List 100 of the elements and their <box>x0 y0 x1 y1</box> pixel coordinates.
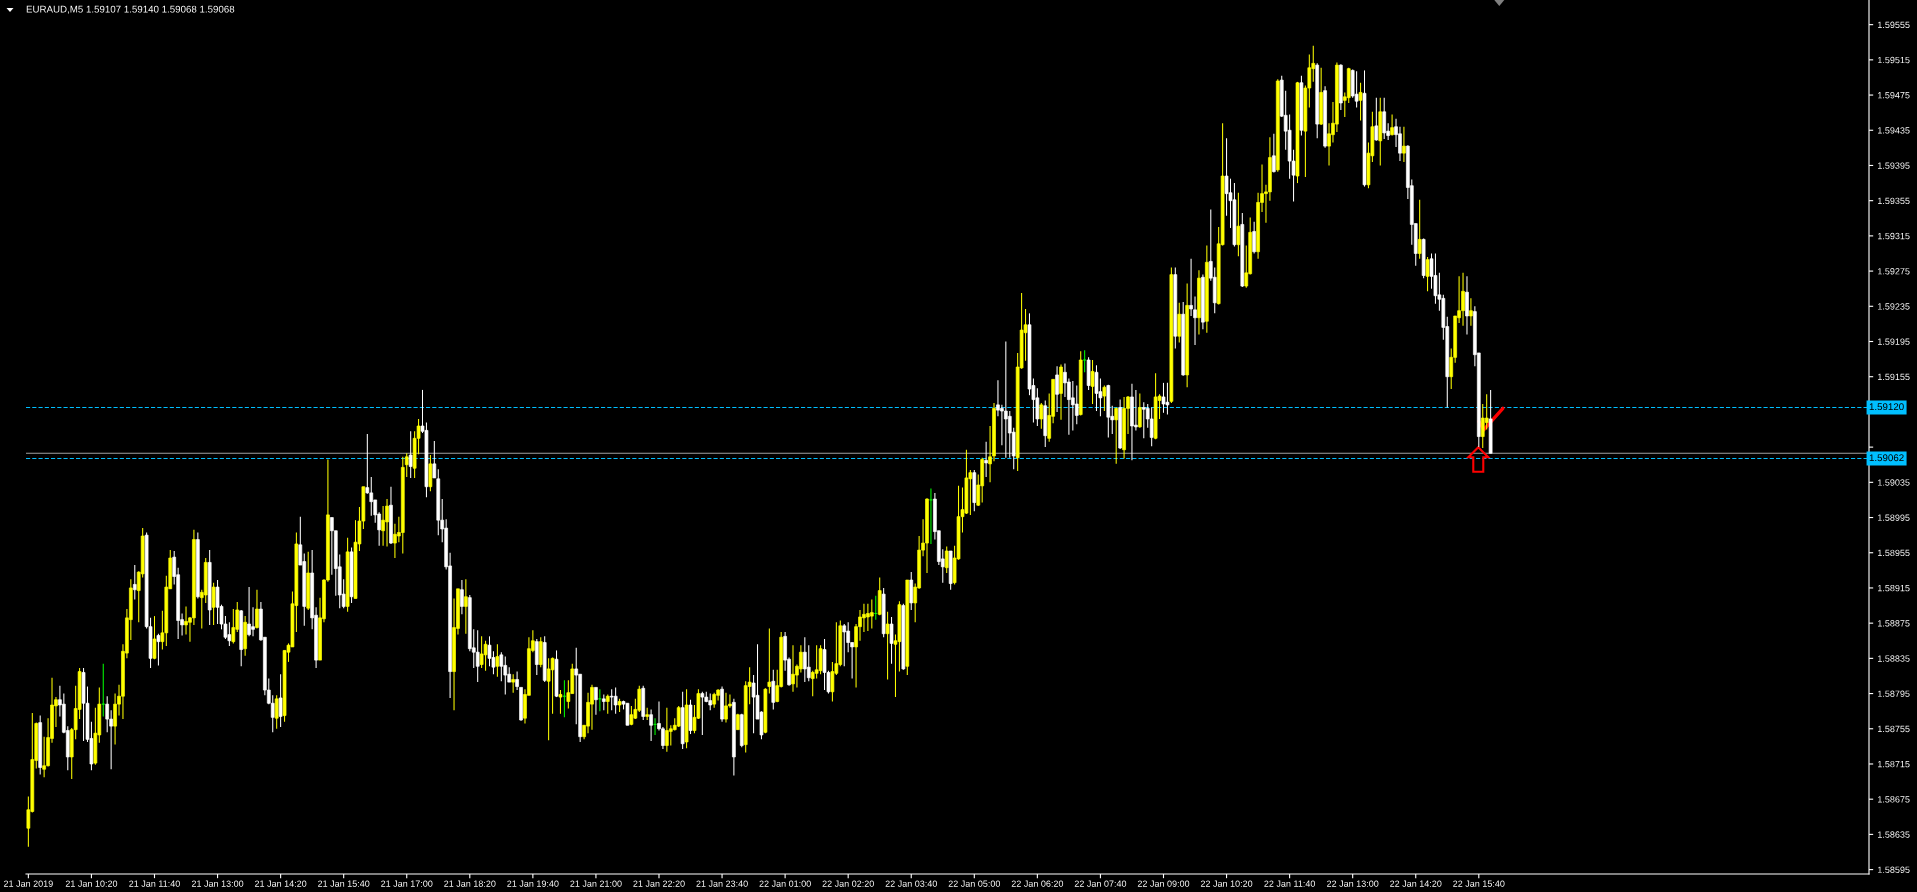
y-tick-label: 1.59555 <box>1878 21 1910 28</box>
candlestick <box>211 582 216 626</box>
x-tick-label: 22 Jan 09:00 <box>1137 880 1190 887</box>
y-tick-label: 1.58795 <box>1878 690 1910 697</box>
candlestick <box>231 608 236 644</box>
candlestick <box>984 441 988 478</box>
y-tick-label: 1.59035 <box>1878 479 1910 486</box>
candlestick <box>889 616 894 665</box>
x-tick-label: 22 Jan 15:40 <box>1453 880 1505 887</box>
candlestick <box>1039 402 1044 430</box>
candlestick <box>511 673 515 694</box>
candlestick <box>1461 272 1465 327</box>
candlestick <box>369 476 374 517</box>
candlestick <box>247 586 251 637</box>
candlestick <box>791 644 795 693</box>
candlestick <box>590 684 594 731</box>
candlestick <box>156 633 161 666</box>
candlestick <box>842 623 847 667</box>
ref-line-label: 1.59062 <box>1869 454 1904 462</box>
candlestick <box>613 686 618 715</box>
y-tick-label: 1.59475 <box>1878 92 1910 99</box>
y-tick-label: 1.58835 <box>1878 655 1910 662</box>
candlestick <box>1102 384 1107 412</box>
candlestick <box>1272 133 1276 174</box>
x-tick-label: 21 Jan 13:00 <box>191 880 244 887</box>
x-tick-label: 21 Jan 10:20 <box>65 880 118 887</box>
candlestick <box>1161 382 1166 414</box>
x-tick-label: 22 Jan 14:20 <box>1390 880 1442 887</box>
candlestick <box>1114 406 1119 465</box>
candlestick <box>1469 297 1473 327</box>
candlestick <box>724 692 728 724</box>
x-tick-label: 22 Jan 13:00 <box>1327 880 1379 887</box>
candlestick <box>215 579 220 625</box>
candlestick <box>609 688 614 711</box>
candlestick <box>1236 192 1241 257</box>
y-tick-label: 1.58635 <box>1878 831 1910 838</box>
y-tick-label: 1.58995 <box>1878 514 1910 521</box>
x-tick-label: 22 Jan 03:40 <box>885 880 937 887</box>
candlestick <box>428 454 433 492</box>
x-tick-label: 22 Jan 10:20 <box>1200 880 1253 887</box>
candlestick <box>499 651 504 682</box>
candlestick <box>814 644 819 680</box>
x-tick-label: 21 Jan 23:40 <box>696 880 748 887</box>
x-tick-label: 21 Jan 14:20 <box>254 880 307 887</box>
candlestick <box>464 578 468 635</box>
candlestick <box>665 707 669 753</box>
candlestick <box>822 638 827 691</box>
x-tick-label: 21 Jan 2019 <box>3 880 53 887</box>
candlestick <box>1004 340 1008 459</box>
y-tick-label: 1.59155 <box>1878 373 1910 381</box>
text: EURAUD,M5 1.59107 1.59140 1.59068 1.59068 <box>26 5 235 14</box>
y-tick-label: 1.59395 <box>1878 162 1910 169</box>
candlestick <box>1055 365 1059 413</box>
candlestick <box>885 611 890 680</box>
candlestick <box>1074 384 1079 425</box>
candlestick <box>877 576 882 616</box>
candlestick <box>101 663 106 717</box>
y-tick-label: 1.58915 <box>1878 584 1910 592</box>
y-tick-label: 1.59195 <box>1878 338 1910 345</box>
candlestick <box>870 598 874 629</box>
candlestick <box>1082 349 1087 373</box>
y-tick-label: 1.58595 <box>1878 866 1910 873</box>
candlestick <box>1141 401 1146 439</box>
y-tick-label: 1.59435 <box>1878 127 1910 134</box>
candlestick <box>558 689 563 715</box>
x-tick-label: 21 Jan 19:40 <box>507 880 559 887</box>
x-tick-label: 21 Jan 18:20 <box>444 880 496 887</box>
candlestick <box>1382 97 1387 140</box>
candlestick <box>534 638 539 676</box>
candlestick <box>944 546 949 574</box>
candlestick <box>460 579 464 615</box>
candlestick <box>255 589 259 629</box>
candlestick <box>909 571 914 611</box>
candlestick <box>385 498 389 548</box>
y-tick-label: 1.58875 <box>1878 620 1910 627</box>
x-tick-label: 22 Jan 02:20 <box>822 880 874 887</box>
candlestick <box>495 643 500 678</box>
candlestick <box>546 657 551 741</box>
candlestick <box>594 686 598 716</box>
candlestick <box>1465 275 1469 335</box>
candlestick <box>538 636 543 668</box>
candlestick <box>1090 359 1095 405</box>
y-tick-label: 1.58955 <box>1878 549 1910 557</box>
y-tick-label: 1.59515 <box>1878 56 1910 64</box>
candlestick <box>1138 392 1142 429</box>
x-tick-label: 21 Jan 17:00 <box>381 880 433 887</box>
candlestick <box>1252 221 1256 255</box>
candlestick <box>1425 256 1430 292</box>
y-tick-label: 1.59355 <box>1878 197 1910 205</box>
x-tick-label: 21 Jan 21:00 <box>570 880 622 887</box>
candlestick <box>330 517 334 576</box>
y-tick-label: 1.59235 <box>1878 303 1910 310</box>
ref-line-label: 1.59120 <box>1869 403 1904 411</box>
candlestick <box>802 636 807 683</box>
candlestick <box>806 644 811 682</box>
y-tick-label: 1.59275 <box>1878 268 1910 275</box>
candlestick <box>1165 382 1170 416</box>
candlestick <box>475 629 480 683</box>
candlestick <box>479 635 484 669</box>
candlestick <box>649 708 653 742</box>
